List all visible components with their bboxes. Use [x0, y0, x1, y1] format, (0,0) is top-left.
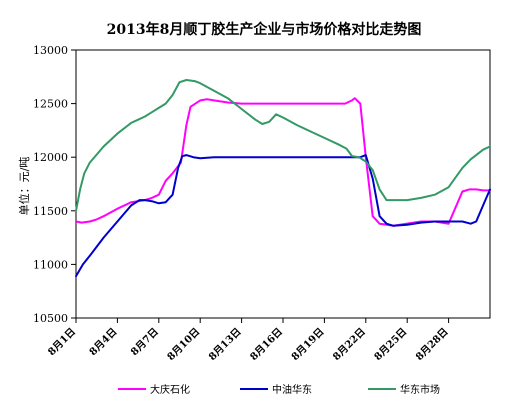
chart-title: 2013年8月顺丁胶生产企业与市场价格对比走势图 — [107, 21, 422, 38]
series-line-2 — [75, 79, 491, 212]
x-tick-label: 8月19日 — [289, 326, 326, 363]
legend-label: 大庆石化 — [150, 383, 190, 396]
y-tick-label: 11500 — [33, 205, 68, 218]
x-tick-label: 8月28日 — [413, 326, 450, 363]
legend-label: 华东市场 — [400, 383, 440, 396]
y-axis: 10500 11000 11500 12000 12500 13000 — [33, 44, 76, 325]
legend-label: 中油华东 — [272, 383, 312, 396]
x-tick-label: 8月7日 — [128, 326, 160, 358]
x-axis: 8月1日 8月4日 8月7日 8月10日 8月13日 8月16日 8月19日 8月22日 8月2… — [46, 318, 451, 363]
x-tick-label: 8月1日 — [46, 326, 78, 358]
y-tick-label: 11000 — [33, 258, 68, 271]
x-tick-label: 8月13日 — [206, 326, 243, 363]
x-tick-label: 8月4日 — [87, 326, 119, 358]
x-tick-label: 8月25日 — [372, 326, 409, 363]
y-tick-label: 10500 — [33, 312, 68, 325]
series-line-1 — [75, 154, 491, 278]
y-tick-label: 12500 — [33, 98, 68, 111]
plot-border — [75, 49, 491, 319]
x-tick-label: 8月10日 — [165, 326, 202, 363]
legend: 大庆石化 中油华东 华东市场 — [118, 383, 440, 396]
y-axis-label: 单位：元/吨 — [17, 157, 31, 216]
plot-area — [75, 49, 491, 319]
series-layer — [75, 79, 491, 278]
y-tick-label: 12000 — [33, 151, 68, 164]
x-tick-label: 8月22日 — [331, 326, 368, 363]
x-tick-label: 8月16日 — [248, 326, 285, 363]
y-tick-label: 13000 — [33, 44, 68, 57]
